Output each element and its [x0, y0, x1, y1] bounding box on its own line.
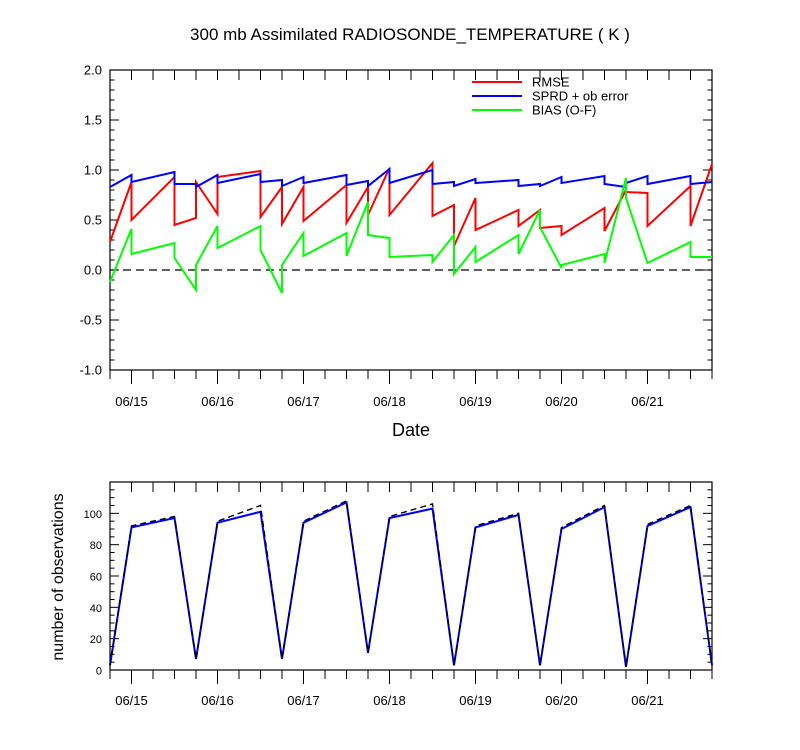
- bottom-x-tick-label: 06/20: [545, 693, 578, 708]
- top-x-tick-label: 06/17: [287, 394, 320, 409]
- bottom-axis-ticks: 0 20 40 60 80 100 06/15 06/16 06/17 06/18 06/19 06/…: [84, 481, 713, 708]
- top-y-tick-label: 0.0: [84, 263, 102, 278]
- bottom-y-tick-label: 80: [90, 540, 102, 552]
- y-axis-label-observations: number of observations: [50, 493, 67, 660]
- bottom-series-group: [109, 499, 713, 668]
- bottom-y-tick-label: 100: [84, 509, 102, 521]
- top-y-tick-label: -1.0: [80, 363, 102, 378]
- top-panel: 300 mb Assimilated RADIOSONDE_TEMPERATUR…: [80, 25, 713, 440]
- bottom-series-assimilated: [109, 500, 713, 668]
- top-y-tick-label: 1.0: [84, 163, 102, 178]
- bottom-y-tick-label: 0: [96, 666, 102, 678]
- top-x-tick-label: 06/21: [631, 394, 664, 409]
- bottom-x-tick-label: 06/21: [631, 693, 664, 708]
- bottom-x-tick-label: 06/15: [115, 693, 148, 708]
- top-x-tick-label: 06/18: [373, 394, 406, 409]
- top-series-group: [109, 160, 713, 294]
- chart-title: 300 mb Assimilated RADIOSONDE_TEMPERATUR…: [190, 25, 630, 44]
- x-axis-label: Date: [392, 420, 430, 440]
- top-x-tick-label: 06/19: [459, 394, 492, 409]
- bottom-x-tick-label: 06/16: [201, 693, 234, 708]
- top-x-tick-label: 06/20: [545, 394, 578, 409]
- top-series-rmse: [109, 160, 713, 247]
- bottom-panel: 0 20 40 60 80 100 06/15 06/16 06/17 06/18 06/19 06/…: [50, 481, 713, 708]
- top-x-tick-label: 06/16: [201, 394, 234, 409]
- top-y-tick-label: 1.5: [84, 113, 102, 128]
- top-y-tick-label: -0.5: [80, 313, 102, 328]
- bottom-y-tick-label: 40: [90, 603, 102, 615]
- bottom-x-tick-label: 06/19: [459, 693, 492, 708]
- top-y-tick-label: 0.5: [84, 213, 102, 228]
- legend-label: RMSE: [532, 75, 570, 90]
- top-axis-ticks: -1.0 -0.5 0.0 0.5 1.0 1.5 2.0 06/15 06/16 06/17 06…: [80, 63, 713, 409]
- bottom-y-tick-label: 60: [90, 572, 102, 584]
- legend-label: BIAS (O-F): [532, 103, 596, 118]
- top-series-sprd-ob-error: [109, 166, 713, 189]
- bottom-x-tick-label: 06/17: [287, 693, 320, 708]
- top-x-tick-label: 06/15: [115, 394, 148, 409]
- bottom-y-tick-label: 20: [90, 634, 102, 646]
- top-series-bias-o-f: [109, 177, 712, 294]
- bottom-x-tick-label: 06/18: [373, 693, 406, 708]
- legend-label: SPRD + ob error: [532, 89, 629, 104]
- bottom-series-total: [109, 499, 713, 668]
- top-plot-frame: [109, 69, 713, 371]
- top-y-tick-label: 2.0: [84, 63, 102, 78]
